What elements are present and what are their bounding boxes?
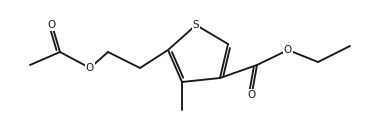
Text: O: O xyxy=(48,20,56,30)
Text: O: O xyxy=(248,90,256,100)
Text: O: O xyxy=(86,63,94,73)
Text: S: S xyxy=(193,20,199,30)
Text: O: O xyxy=(284,45,292,55)
